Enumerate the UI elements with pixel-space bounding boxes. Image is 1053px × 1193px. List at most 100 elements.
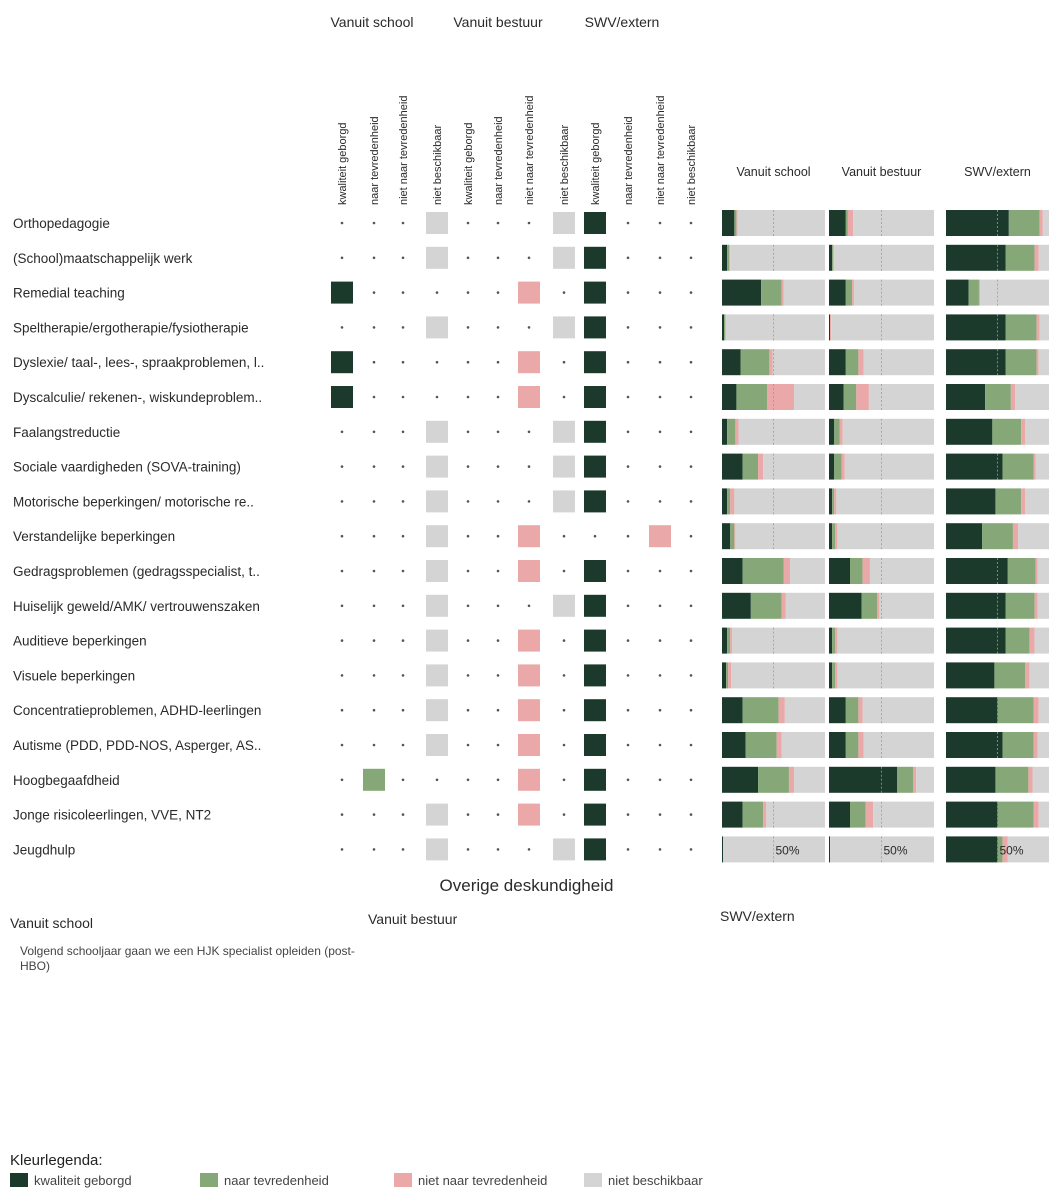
matrix-cell-selected: [426, 525, 448, 548]
bar-segment: [745, 732, 777, 758]
bar-segment: [845, 349, 859, 376]
matrix-cell-selected: [553, 420, 575, 443]
matrix-dot: [466, 500, 470, 503]
matrix-dot: [658, 674, 662, 677]
row-label: Auditieve beperkingen: [13, 634, 147, 649]
matrix-dot: [401, 291, 405, 294]
overige-school-text: Volgend schooljaar gaan we een HJK speci…: [20, 944, 355, 973]
matrix-cell-selected: [518, 351, 540, 374]
matrix-cell-selected: [426, 420, 448, 443]
bar-segment: [727, 488, 731, 515]
matrix-dot: [658, 743, 662, 747]
matrix-cell-selected: [426, 629, 448, 652]
panel-header: Vanuit school: [736, 165, 810, 179]
bar-segment: [829, 801, 850, 828]
legend-label: naar tevredenheid: [224, 1173, 329, 1188]
bar-segment: [734, 523, 736, 550]
bar-segment: [1028, 766, 1033, 793]
bar-segment: [829, 592, 862, 619]
matrix-dot: [626, 465, 630, 468]
bar-segment: [850, 801, 866, 828]
matrix-dot: [435, 395, 439, 399]
legend-label: kwaliteit geborgd: [34, 1173, 132, 1188]
matrix-cell-selected: [584, 420, 606, 443]
matrix-dot: [658, 256, 662, 260]
matrix-cell-selected: [584, 455, 606, 478]
bar-segment: [794, 384, 825, 410]
row-label: Gedragsproblemen (gedragsspecialist, t..: [13, 564, 260, 579]
matrix-cell-selected: [584, 281, 606, 304]
bar-segment: [852, 279, 855, 306]
bar-segment: [726, 314, 825, 341]
bar-segment: [850, 558, 863, 584]
column-header: naar tevredenheid: [493, 116, 505, 205]
matrix-dot: [527, 604, 531, 608]
bar-segment: [763, 453, 825, 480]
bar-segment: [946, 592, 1006, 619]
bar-segment: [742, 801, 764, 828]
matrix-dot: [496, 743, 500, 747]
overige-swv-label: SWV/extern: [720, 908, 795, 924]
bar-segment: [837, 627, 934, 654]
matrix-dot: [626, 256, 630, 260]
matrix-cell-selected: [584, 838, 606, 861]
bar-segment: [865, 801, 874, 828]
bar-segment: [1029, 627, 1035, 654]
matrix-dot: [626, 604, 630, 608]
matrix-dot: [496, 569, 500, 573]
matrix-dot: [496, 326, 500, 329]
bar-segment: [829, 488, 833, 515]
bar-segment: [763, 801, 767, 828]
matrix-dot: [689, 813, 693, 816]
matrix-dot: [562, 708, 566, 712]
matrix-dot: [401, 604, 405, 608]
matrix-dot: [466, 639, 470, 642]
matrix-dot: [626, 813, 630, 816]
matrix-dot: [689, 708, 693, 712]
matrix-dot: [562, 778, 566, 782]
matrix-dot: [401, 848, 405, 851]
bar-segment: [783, 558, 790, 584]
matrix-cell-selected: [553, 455, 575, 478]
bar-segment: [1010, 384, 1016, 410]
bar-segment: [845, 210, 848, 236]
bar-segment: [946, 801, 998, 828]
matrix-cell-selected: [553, 246, 575, 269]
legend-items: kwaliteit geborgd naar tevredenheid niet…: [10, 1173, 1010, 1189]
bar-segment: [1033, 453, 1036, 480]
matrix-cell-selected: [518, 768, 540, 791]
bar-segment: [868, 384, 934, 410]
matrix-cell-selected: [426, 212, 448, 234]
matrix-dot: [372, 743, 376, 747]
bar-segment: [829, 418, 835, 445]
bar-segment: [722, 592, 751, 619]
bar-segment: [1038, 801, 1049, 828]
matrix-dot: [658, 360, 662, 364]
matrix-dot: [401, 360, 405, 364]
column-header: niet naar tevredenheid: [398, 96, 410, 205]
matrix-dot: [372, 465, 376, 468]
matrix-dot: [562, 813, 566, 816]
legend-label: niet naar tevredenheid: [418, 1173, 548, 1188]
matrix-dot: [466, 221, 470, 225]
matrix-dot: [401, 395, 405, 399]
bar-segment: [789, 558, 825, 584]
matrix-dot: [466, 778, 470, 782]
bar-segment: [758, 453, 764, 480]
matrix-dot: [658, 639, 662, 642]
bar-segment: [785, 592, 825, 619]
column-header: niet beschikbaar: [686, 125, 698, 205]
matrix-cell-selected: [584, 212, 606, 234]
bar-segment: [1021, 418, 1026, 445]
bar-segment: [946, 279, 969, 306]
column-header: naar tevredenheid: [623, 116, 635, 205]
matrix-dot: [496, 674, 500, 677]
matrix-dot: [689, 465, 693, 468]
bar-segment: [1039, 314, 1049, 341]
bar-segment: [1008, 210, 1040, 236]
bar-segment: [722, 836, 724, 863]
matrix-dot: [401, 708, 405, 712]
matrix-dot: [689, 500, 693, 503]
matrix-cell-selected: [518, 664, 540, 687]
